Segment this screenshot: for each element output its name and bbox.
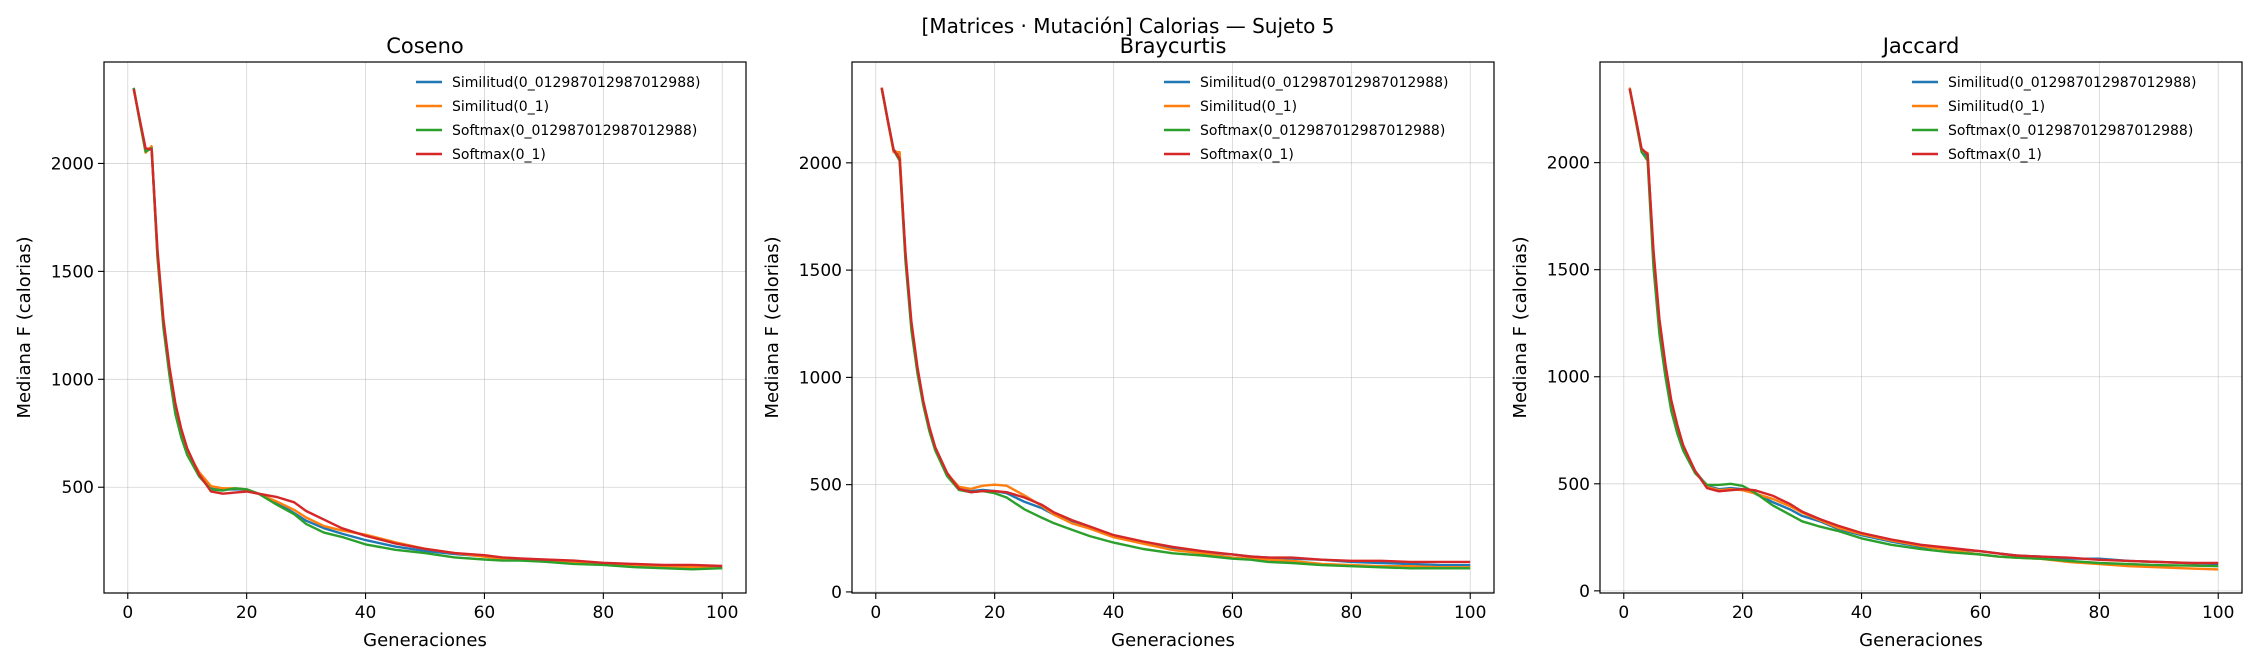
x-tick-label: 100	[2202, 603, 2234, 623]
x-axis-label: Generaciones	[363, 630, 487, 651]
legend: Similitud(0_012987012987012988) Similitud…	[1912, 75, 2197, 163]
x-tick-label: 80	[593, 603, 615, 623]
y-tick-label: 1500	[51, 262, 94, 282]
series-line-3	[132, 87, 723, 571]
series-line-1	[880, 87, 1471, 567]
series-line-4	[1628, 88, 2219, 565]
legend-entry: Similitud(0_1)	[1948, 99, 2045, 115]
x-tick-label: 60	[1970, 603, 1992, 623]
series-line-1	[1628, 87, 2219, 566]
x-tick-label: 40	[1851, 603, 1873, 623]
legend-entry: Softmax(0_1)	[1200, 147, 1294, 163]
x-tick-label: 0	[870, 603, 881, 623]
plot-frame	[103, 61, 747, 594]
panel-title: Coseno	[386, 34, 464, 58]
chart-panel-2: 0 20 40 60 80 1000500100015002000BraycurtisGe…	[762, 34, 1495, 651]
y-tick-label: 500	[62, 478, 94, 498]
legend-entry: Similitud(0_1)	[452, 99, 549, 115]
series-line-3	[1628, 88, 2219, 568]
x-tick-label: 60	[474, 603, 496, 623]
x-tick-label: 100	[706, 603, 738, 623]
x-tick-label: 80	[2089, 603, 2111, 623]
series-line-2	[880, 87, 1471, 569]
y-axis-label: Mediana F (calorias)	[762, 236, 783, 418]
y-tick-label: 1000	[799, 368, 842, 388]
legend-entry: Softmax(0_012987012987012988)	[1200, 123, 1445, 139]
y-tick-label: 2000	[1547, 154, 1590, 174]
legend-entry: Softmax(0_012987012987012988)	[1948, 123, 2193, 139]
y-tick-label: 2000	[51, 154, 94, 174]
y-tick-label: 500	[1558, 475, 1590, 495]
chart-panel-1: 0 20 40 60 80 100 500 1000 1500 2000 Coseno Generac…	[14, 34, 747, 651]
x-tick-label: 20	[1732, 603, 1754, 623]
y-tick-label: 1500	[799, 261, 842, 281]
series-line-2	[132, 88, 723, 569]
legend: Similitud(0_012987012987012988) Similitud…	[1164, 75, 1449, 163]
chart-panel-3: 0 20 40 60 80 1000500100015002000JaccardGener…	[1510, 34, 2243, 651]
series-line-1	[132, 87, 723, 570]
series-line-4	[880, 87, 1471, 564]
legend-entry: Similitud(0_012987012987012988)	[452, 75, 701, 91]
x-tick-label: 20	[984, 603, 1006, 623]
plot-frame	[1599, 61, 2243, 594]
y-axis-label: Mediana F (calorias)	[14, 236, 35, 418]
x-tick-label: 40	[1103, 603, 1125, 623]
series-line-3	[880, 88, 1471, 570]
x-tick-label: 80	[1341, 603, 1363, 623]
plot-frame	[851, 61, 1495, 594]
y-tick-label: 500	[810, 476, 842, 496]
series-line-4	[132, 88, 723, 568]
y-tick-label: 0	[831, 583, 842, 603]
x-tick-label: 60	[1222, 603, 1244, 623]
legend-entry: Softmax(0_012987012987012988)	[452, 123, 697, 139]
series-line-2	[1628, 87, 2219, 571]
panel-title: Braycurtis	[1120, 34, 1227, 58]
legend-entry: Similitud(0_1)	[1200, 99, 1297, 115]
y-tick-label: 1500	[1547, 261, 1590, 281]
x-tick-label: 100	[1454, 603, 1486, 623]
y-axis-label: Mediana F (calorias)	[1510, 236, 1531, 418]
legend-entry: Softmax(0_1)	[452, 147, 546, 163]
y-tick-label: 1000	[51, 370, 94, 390]
x-tick-label: 0	[122, 603, 133, 623]
legend-entry: Similitud(0_012987012987012988)	[1948, 75, 2197, 91]
x-tick-label: 40	[355, 603, 377, 623]
legend-entry: Similitud(0_012987012987012988)	[1200, 75, 1449, 91]
legend: Similitud(0_012987012987012988) Similitud…	[416, 75, 701, 163]
y-tick-label: 1000	[1547, 368, 1590, 388]
x-axis-label: Generaciones	[1859, 630, 1983, 651]
x-axis-label: Generaciones	[1111, 630, 1235, 651]
y-tick-label: 2000	[799, 154, 842, 174]
y-tick-label: 0	[1579, 582, 1590, 602]
panel-title: Jaccard	[1881, 34, 1960, 58]
legend-entry: Softmax(0_1)	[1948, 147, 2042, 163]
figure-suptitle: [Matrices · Mutación] Calorias — Sujeto …	[922, 14, 1335, 38]
x-tick-label: 0	[1618, 603, 1629, 623]
x-tick-label: 20	[236, 603, 258, 623]
